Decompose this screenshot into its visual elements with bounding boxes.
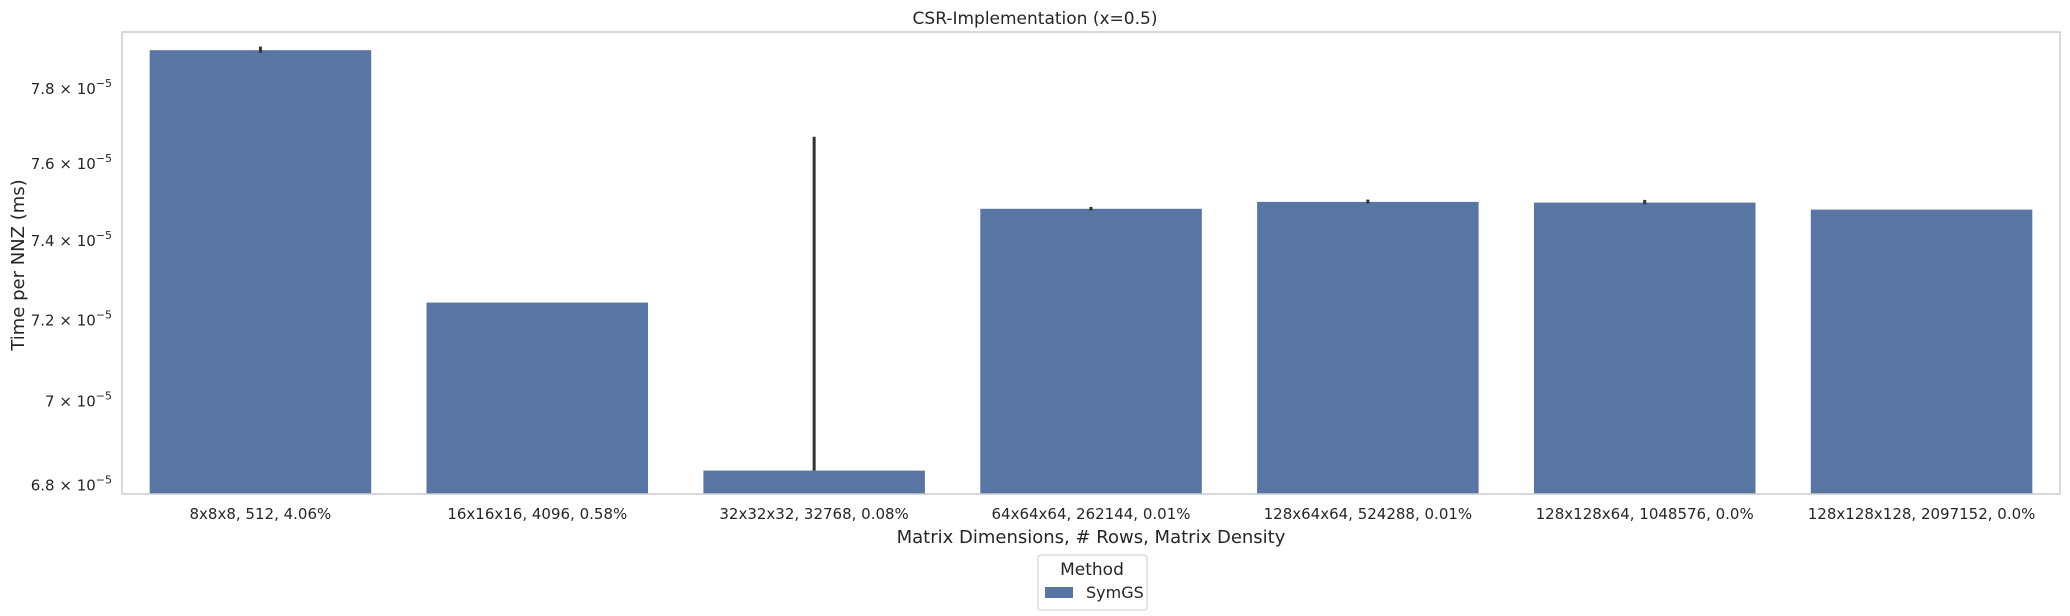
- y-axis-label: Time per NNZ (ms): [8, 179, 29, 351]
- x-axis-label: Matrix Dimensions, # Rows, Matrix Densit…: [897, 527, 1286, 548]
- legend-label-symgs: SymGS: [1086, 583, 1144, 602]
- y-axis-ticks: 6.8 × 10−5 7 × 10−5 7.2 × 10−5 7.4 × 10−5 7.…: [31, 77, 112, 495]
- y-tick-label-5: 7.8 × 10−5: [31, 77, 112, 98]
- bar-2: [703, 470, 925, 494]
- chart-title: CSR-Implementation (x=0.5): [913, 9, 1158, 29]
- bar-6: [1810, 209, 2033, 494]
- x-axis-ticks: 8x8x8, 512, 4.06% 16x16x16, 4096, 0.58% 32…: [190, 505, 2036, 523]
- x-tick-label-5: 128x128x64, 1048576, 0.0%: [1536, 505, 1754, 523]
- y-tick-label-0: 6.8 × 10−5: [31, 474, 112, 495]
- bar-4: [1257, 201, 1479, 494]
- x-tick-label-4: 128x64x64, 524288, 0.01%: [1264, 505, 1473, 523]
- y-tick-label-2: 7.2 × 10−5: [31, 308, 112, 329]
- bar-0: [149, 50, 372, 494]
- x-tick-label-0: 8x8x8, 512, 4.06%: [190, 505, 332, 523]
- x-tick-label-3: 64x64x64, 262144, 0.01%: [992, 505, 1191, 523]
- legend-swatch-symgs: [1045, 587, 1073, 598]
- legend-title: Method: [1060, 560, 1124, 580]
- bars-group: [149, 50, 2033, 495]
- y-tick-label-4: 7.6 × 10−5: [31, 152, 112, 173]
- y-tick-label-1: 7 × 10−5: [45, 390, 112, 411]
- bar-1: [426, 302, 648, 494]
- x-tick-label-2: 32x32x32, 32768, 0.08%: [719, 505, 908, 523]
- x-tick-label-1: 16x16x16, 4096, 0.58%: [447, 505, 627, 523]
- y-tick-label-3: 7.4 × 10−5: [31, 229, 112, 250]
- error-bars-group: [258, 46, 1647, 471]
- bar-5: [1534, 202, 1756, 494]
- x-tick-label-6: 128x128x128, 2097152, 0.0%: [1808, 505, 2036, 523]
- plot-area-frame: [121, 31, 2061, 495]
- legend: Method SymGS: [1037, 554, 1148, 611]
- bar-3: [980, 208, 1202, 495]
